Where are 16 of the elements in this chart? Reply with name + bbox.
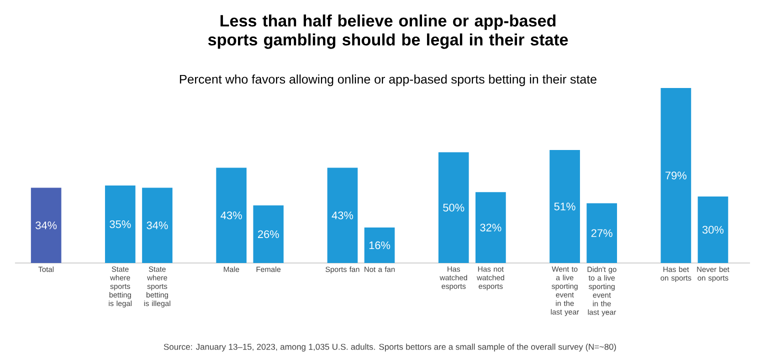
source-note: Source: January 13–15, 2023, among 1,035 U.S. adults. Sports bettors are a small sample of the overall survey (N=~80) (164, 344, 616, 352)
data-label: 27% (591, 229, 612, 237)
chart-title: Less than half believe online or app-based sports gambling should be legal in their state (208, 14, 568, 49)
data-label: 16% (369, 241, 390, 250)
data-label: 51% (554, 202, 576, 210)
data-label: 34% (36, 221, 57, 230)
data-label: 79% (666, 172, 686, 180)
data-label: 50% (443, 204, 464, 212)
data-label: 26% (258, 230, 279, 238)
data-label: 34% (146, 221, 168, 230)
data-label: 35% (110, 220, 131, 228)
data-label: 30% (702, 226, 724, 234)
data-label: 43% (220, 212, 242, 220)
data-label: 43% (332, 212, 354, 220)
data-label: 32% (480, 224, 502, 232)
chart-subtitle: Percent who favors allowing online or app-based sports betting in their state (180, 74, 596, 86)
